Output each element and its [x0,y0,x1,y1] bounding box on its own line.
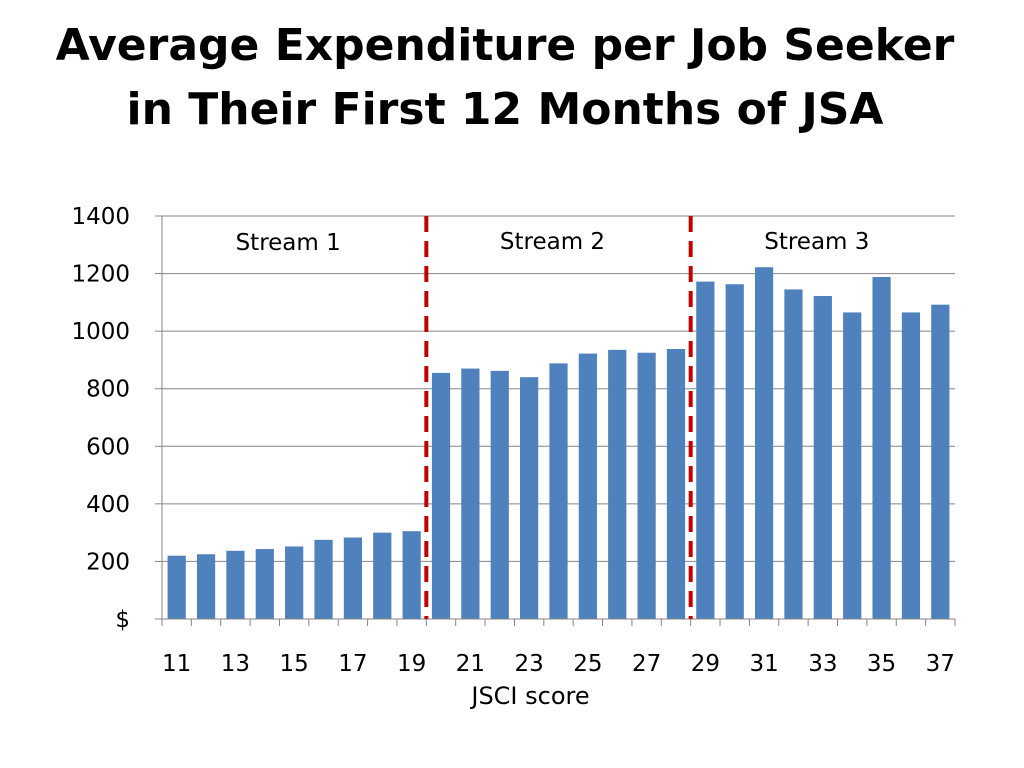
x-tick-label: 27 [632,651,661,677]
chart-title: Average Expenditure per Job Seeker in Th… [0,14,1010,142]
stream-label: Stream 1 [236,230,341,256]
bar [255,549,274,619]
bar [696,281,715,619]
y-tick-label: 600 [86,434,130,460]
y-tick-label: $ [115,607,130,633]
bar [813,296,832,619]
y-tick-label: 1200 [71,262,130,288]
x-tick-label: 21 [456,651,485,677]
chart-title-line-2: in Their First 12 Months of JSA [126,84,884,135]
bar [285,546,304,619]
x-tick-label: 25 [573,651,602,677]
x-tick-label: 31 [749,651,778,677]
bar [784,289,803,619]
bar [637,352,656,619]
bar [402,531,421,619]
bar [549,363,568,619]
x-tick-label: 19 [397,651,426,677]
bar [843,312,862,619]
x-tick-label: 17 [338,651,367,677]
bar [666,348,686,619]
bar [754,267,774,619]
bar [931,304,950,619]
bar [490,370,509,619]
y-tick-label: 1400 [71,204,130,230]
bar [343,537,363,619]
bar [461,368,480,619]
bar [520,377,539,619]
x-tick-label: 23 [514,651,543,677]
bar [196,554,216,619]
y-tick-label: 200 [86,549,130,575]
x-tick-label: 33 [808,651,837,677]
x-axis-title: JSCI score [469,682,589,710]
y-tick-label: 400 [86,492,130,518]
x-tick-label: 11 [162,651,191,677]
bar [608,349,627,619]
stream-label: Stream 2 [500,229,605,255]
bar [431,372,451,619]
bar [373,532,392,619]
x-tick-label: 15 [280,651,309,677]
bar [578,353,597,619]
bar [226,550,245,619]
chart-title-line-1: Average Expenditure per Job Seeker [55,20,955,71]
stream-label: Stream 3 [764,229,869,255]
bar [872,277,891,619]
bar [901,312,921,619]
x-tick-label: 37 [926,651,955,677]
bar [167,555,186,619]
x-tick-label: 35 [867,651,896,677]
bar [314,539,333,619]
y-tick-label: 1000 [71,319,130,345]
x-tick-label: 29 [691,651,720,677]
bar [725,284,744,619]
y-tick-label: 800 [86,377,130,403]
x-tick-label: 13 [221,651,250,677]
